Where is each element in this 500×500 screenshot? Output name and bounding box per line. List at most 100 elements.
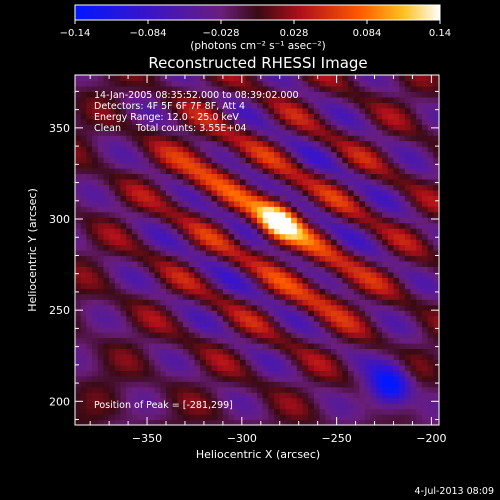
heatmap-cell xyxy=(245,310,252,317)
heatmap-cell xyxy=(291,342,298,350)
heatmap-cell xyxy=(166,348,173,355)
heatmap-cell xyxy=(387,107,395,114)
heatmap-cell xyxy=(114,206,122,213)
heatmap-cell xyxy=(370,364,378,371)
heatmap-cell xyxy=(330,113,338,120)
heatmap-cell xyxy=(336,91,343,98)
heatmap-cell xyxy=(194,397,201,404)
heatmap-cell xyxy=(80,189,87,196)
heatmap-cell xyxy=(92,135,99,142)
heatmap-cell xyxy=(239,91,247,98)
heatmap-cell xyxy=(251,277,258,284)
heatmap-cell xyxy=(319,102,326,109)
heatmap-cell xyxy=(404,419,412,426)
heatmap-cell xyxy=(274,310,281,317)
heatmap-cell xyxy=(421,151,429,158)
heatmap-cell xyxy=(205,419,213,426)
heatmap-cell xyxy=(365,304,372,311)
heatmap-cell xyxy=(410,392,417,399)
heatmap-cell xyxy=(103,157,110,164)
heatmap-cell xyxy=(205,206,213,213)
heatmap-cell xyxy=(274,233,281,240)
heatmap-cell xyxy=(177,381,184,388)
heatmap-cell xyxy=(296,342,304,350)
heatmap-cell xyxy=(359,162,366,169)
heatmap-cell xyxy=(137,107,144,114)
heatmap-cell xyxy=(177,266,184,273)
heatmap-cell xyxy=(154,178,161,185)
heatmap-cell xyxy=(393,124,400,131)
heatmap-cell xyxy=(143,200,150,207)
heatmap-cell xyxy=(92,304,99,311)
heatmap-cell xyxy=(268,96,275,103)
heatmap-image xyxy=(75,75,440,426)
heatmap-cell xyxy=(348,244,355,251)
heatmap-cell xyxy=(114,173,122,180)
heatmap-cell xyxy=(109,107,116,114)
heatmap-cell xyxy=(302,326,309,333)
heatmap-cell xyxy=(268,266,275,273)
heatmap-cell xyxy=(200,217,207,224)
heatmap-cell xyxy=(262,255,269,262)
heatmap-cell xyxy=(75,321,82,328)
heatmap-cell xyxy=(308,151,315,158)
heatmap-cell xyxy=(336,397,343,404)
heatmap-cell xyxy=(211,195,218,202)
heatmap-cell xyxy=(421,173,429,180)
heatmap-cell xyxy=(336,282,343,289)
heatmap-cell xyxy=(245,217,252,224)
heatmap-cell xyxy=(137,408,144,415)
heatmap-cell xyxy=(92,124,99,131)
heatmap-cell xyxy=(75,315,82,322)
heatmap-cell xyxy=(245,288,252,295)
heatmap-cell xyxy=(393,337,400,344)
heatmap-cell xyxy=(353,277,360,284)
heatmap-cell xyxy=(160,414,167,421)
heatmap-cell xyxy=(177,206,184,213)
heatmap-cell xyxy=(427,184,434,191)
heatmap-cell xyxy=(387,414,395,421)
heatmap-cell xyxy=(177,146,184,153)
heatmap-cell xyxy=(109,392,116,399)
heatmap-cell xyxy=(126,337,133,344)
heatmap-cell xyxy=(228,85,235,93)
heatmap-cell xyxy=(120,403,127,410)
heatmap-cell xyxy=(296,386,304,393)
heatmap-cell xyxy=(211,364,218,371)
heatmap-cell xyxy=(131,250,139,257)
heatmap-cell xyxy=(319,375,326,382)
heatmap-cell xyxy=(365,353,372,360)
heatmap-cell xyxy=(313,282,321,289)
heatmap-cell xyxy=(234,332,241,339)
heatmap-cell xyxy=(166,310,173,317)
heatmap-cell xyxy=(194,321,201,328)
heatmap-cell xyxy=(154,217,161,224)
heatmap-cell xyxy=(217,375,224,382)
heatmap-cell xyxy=(166,386,173,393)
heatmap-cell xyxy=(268,107,275,114)
heatmap-cell xyxy=(251,75,258,82)
heatmap-cell xyxy=(75,310,82,317)
heatmap-cell xyxy=(359,239,366,246)
heatmap-cell xyxy=(268,282,275,289)
heatmap-cell xyxy=(126,140,133,147)
heatmap-cell xyxy=(97,348,105,355)
heatmap-cell xyxy=(109,206,116,213)
heatmap-cell xyxy=(382,288,389,295)
heatmap-cell xyxy=(279,107,287,114)
heatmap-cell xyxy=(251,233,258,240)
heatmap-cell xyxy=(251,228,258,235)
heatmap-cell xyxy=(319,332,326,339)
heatmap-cell xyxy=(131,195,139,202)
heatmap-cell xyxy=(114,85,122,93)
heatmap-cell xyxy=(319,129,326,136)
heatmap-cell xyxy=(86,228,93,235)
heatmap-cell xyxy=(427,397,434,404)
heatmap-cell xyxy=(211,124,218,131)
heatmap-cell xyxy=(387,118,395,125)
heatmap-cell xyxy=(177,151,184,158)
heatmap-cell xyxy=(131,228,139,235)
heatmap-cell xyxy=(262,419,269,426)
heatmap-cell xyxy=(143,315,150,322)
heatmap-cell xyxy=(109,129,116,136)
